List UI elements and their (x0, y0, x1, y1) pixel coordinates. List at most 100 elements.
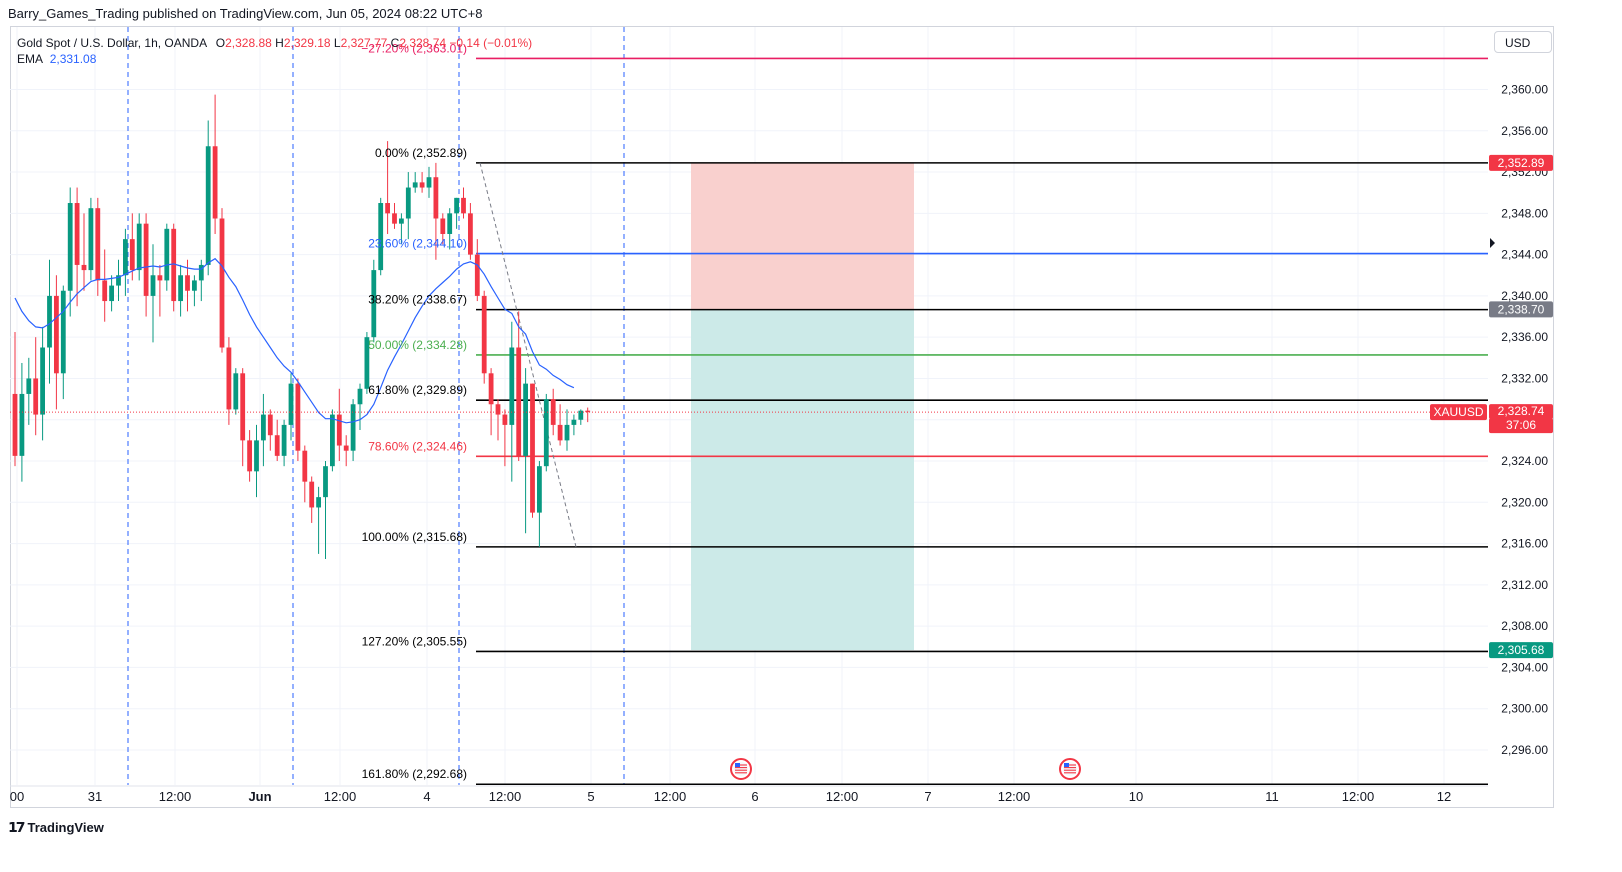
candle-body (164, 228, 170, 281)
us-flag-event-icon[interactable] (1059, 758, 1081, 780)
price-axis: 2,360.002,356.002,352.002,348.002,344.00… (1490, 83, 1548, 757)
fib-label: 78.60% (2,324.46) (368, 439, 467, 453)
candle-body (585, 410, 591, 413)
candle-body (433, 177, 439, 219)
fib-label: 100.00% (2,315.68) (362, 530, 467, 544)
fib-label: −27.20% (2,363.01) (361, 41, 467, 55)
candle-body (350, 404, 356, 451)
legend-low-label: L (333, 36, 341, 50)
fib-label: 0.00% (2,352.89) (375, 146, 467, 160)
fib-label: 161.80% (2,292.68) (362, 767, 467, 781)
candle-body (81, 264, 87, 271)
candle-body (212, 146, 218, 219)
candles (12, 94, 591, 560)
candle-body (399, 218, 404, 224)
time-tick-label: 00 (10, 789, 24, 804)
candle-body (136, 223, 142, 271)
candle-body (123, 239, 128, 276)
price-tick-label: 2,356.00 (1501, 124, 1548, 138)
time-tick-label: 12:00 (826, 789, 859, 804)
candle-body (233, 373, 239, 410)
fib-lines (476, 57, 1488, 786)
candle-body (412, 182, 418, 188)
us-flag-event-icon[interactable] (730, 758, 752, 780)
tradingview-logo[interactable]: 𝟭𝟳 TradingView (8, 819, 104, 836)
publisher-caption: Barry_Games_Trading published on Trading… (8, 6, 483, 21)
time-tick-label: 12 (1437, 789, 1451, 804)
badge-target-price-bg (1489, 642, 1553, 659)
time-tick-label: 10 (1129, 789, 1143, 804)
candle-body (481, 295, 487, 374)
candle-body (171, 228, 177, 302)
candle-body (19, 393, 25, 456)
time-tick-label: Jun (248, 789, 271, 804)
candle-body (495, 404, 501, 415)
candle-body (419, 182, 425, 188)
time-tick-label: 4 (423, 789, 430, 804)
price-tick-label: 2,304.00 (1501, 660, 1548, 674)
candle-body (54, 295, 59, 374)
candle-body (12, 393, 18, 456)
candle-body (26, 378, 32, 394)
candle-body (543, 399, 549, 467)
price-tick-label: 2,320.00 (1501, 495, 1548, 509)
candle-body (67, 203, 73, 291)
candle-body (88, 208, 94, 271)
flag-canton (735, 763, 740, 767)
candle-body (371, 270, 377, 338)
candle-body (316, 497, 321, 508)
fib-trend-line (479, 162, 577, 548)
legend-ohlc-row: Gold Spot / U.S. Dollar, 1h, OANDA O2,32… (17, 35, 532, 51)
badge-symbol-bg (1430, 404, 1487, 421)
time-tick-label: 31 (88, 789, 102, 804)
price-tick-label: 2,336.00 (1501, 330, 1548, 344)
price-tick-label: 2,308.00 (1501, 619, 1548, 633)
price-tick-label: 2,332.00 (1501, 371, 1548, 385)
candle-body (564, 424, 570, 441)
candle-body (157, 275, 163, 281)
candle-body (295, 383, 301, 451)
candle-body (40, 347, 45, 415)
badge-symbol: XAUUSD (1433, 405, 1483, 419)
candle-body (516, 347, 522, 456)
ema-polyline (14, 257, 575, 424)
candle-body (523, 383, 528, 456)
candle-body (109, 285, 114, 302)
candle-body (47, 295, 52, 348)
candle-body (274, 435, 280, 456)
legend-symbol[interactable]: Gold Spot / U.S. Dollar, 1h, OANDA (17, 36, 207, 50)
candle-body (578, 410, 584, 420)
candle-body (102, 280, 108, 302)
candle-body (74, 203, 80, 265)
badge-countdown-bg (1489, 418, 1553, 434)
candle-body (530, 383, 535, 513)
candle-body (116, 275, 121, 286)
time-axis: 00 31 12:00 Jun 12:00 4 12:00 5 12:00 6 12:00 7 12:0… (10, 785, 1488, 804)
position-zones (691, 162, 914, 651)
candle-body (364, 337, 370, 389)
currency-button[interactable]: USD (1494, 31, 1552, 53)
candle-body (185, 275, 190, 291)
candle-body (219, 218, 225, 348)
candle-body (198, 264, 204, 281)
session-separators (127, 27, 625, 785)
candle-body (405, 187, 411, 219)
candle-body (447, 213, 453, 234)
time-tick-label: 11 (1265, 789, 1279, 804)
fib-label: 61.80% (2,329.89) (368, 383, 467, 397)
candle-body (226, 347, 232, 410)
candle-body (385, 203, 390, 214)
legend-ema-label[interactable]: EMA (17, 52, 43, 66)
legend-ema-row: EMA 2,331.08 (17, 51, 532, 67)
candle-body (143, 223, 149, 296)
candle-body (150, 275, 156, 296)
candle-body (60, 290, 66, 374)
badge-stop-price-bg (1489, 154, 1553, 171)
time-tick-label: 7 (924, 789, 931, 804)
candle-body (571, 419, 577, 425)
candle-body (502, 414, 508, 425)
legend-close-value: 2,328.74 (399, 36, 447, 50)
candle-body (267, 414, 273, 436)
